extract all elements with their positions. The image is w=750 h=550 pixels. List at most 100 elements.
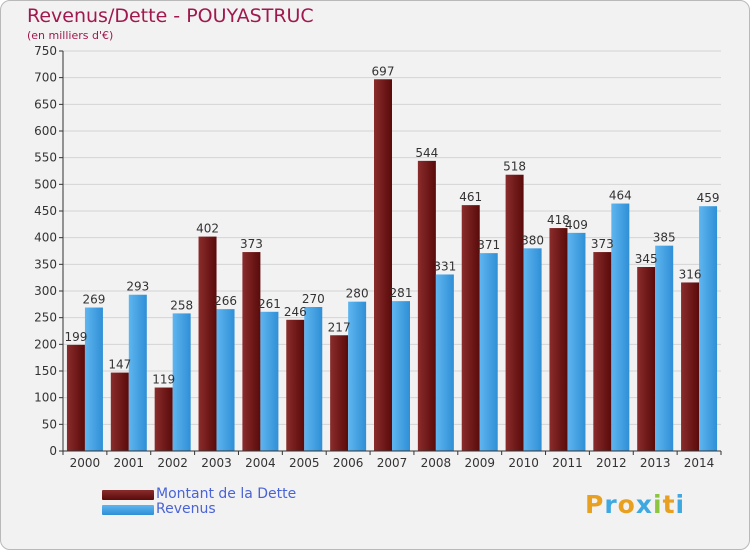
data-label-revenus: 371	[477, 238, 500, 252]
bar-dette	[110, 372, 129, 451]
y-tick-label: 250	[34, 311, 57, 325]
bar-dette	[330, 335, 349, 451]
legend-swatch-revenus	[102, 505, 154, 515]
y-tick-label: 0	[49, 444, 57, 458]
bar-revenus	[567, 232, 586, 451]
x-tick-label: 2004	[245, 456, 276, 470]
y-tick-label: 450	[34, 204, 57, 218]
bar-dette	[154, 387, 173, 451]
x-tick-label: 2007	[377, 456, 408, 470]
x-tick-label: 2003	[201, 456, 232, 470]
logo-letter: P	[585, 490, 605, 519]
x-tick-label: 2009	[464, 456, 495, 470]
data-label-dette: 402	[196, 222, 219, 236]
logo-letter: o	[617, 490, 636, 519]
x-tick-label: 2001	[114, 456, 145, 470]
data-label-revenus: 385	[653, 231, 676, 245]
logo-letter: t	[662, 490, 676, 519]
bar-dette	[374, 79, 392, 452]
data-label-revenus: 409	[565, 218, 588, 232]
bar-revenus	[523, 248, 542, 451]
y-tick-label: 500	[34, 177, 57, 191]
y-tick-label: 200	[34, 337, 57, 351]
chart-subtitle: (en milliers d'€)	[27, 29, 114, 42]
data-label-revenus: 459	[697, 191, 720, 205]
data-label-dette: 461	[459, 190, 482, 204]
data-label-revenus: 331	[433, 259, 456, 273]
x-tick-label: 2014	[684, 456, 715, 470]
data-label-revenus: 258	[170, 298, 193, 312]
y-tick-label: 150	[34, 364, 57, 378]
bar-revenus	[216, 309, 235, 451]
y-tick-label: 50	[42, 417, 57, 431]
x-tick-label: 2008	[421, 456, 452, 470]
x-tick-label: 2002	[157, 456, 188, 470]
logo-letter: r	[604, 490, 618, 519]
bar-dette	[198, 236, 217, 451]
data-label-dette: 373	[591, 237, 614, 251]
x-tick-label: 2006	[333, 456, 364, 470]
bar-dette	[461, 205, 480, 451]
x-tick-label: 2005	[289, 456, 320, 470]
y-tick-label: 600	[34, 124, 57, 138]
y-tick-label: 750	[34, 44, 57, 58]
legend-label-dette: Montant de la Dette	[156, 486, 297, 502]
logo-letter: i	[653, 490, 663, 519]
bar-revenus	[699, 206, 718, 451]
bars	[66, 79, 718, 452]
bar-revenus	[348, 301, 367, 451]
data-label-revenus: 280	[346, 287, 369, 301]
y-tick-label: 300	[34, 284, 57, 298]
bar-revenus	[435, 274, 454, 451]
y-tick-label: 700	[34, 71, 57, 85]
x-tick-label: 2013	[640, 456, 671, 470]
logo-letter: i	[675, 490, 686, 519]
bar-revenus	[172, 313, 191, 451]
data-label-dette: 697	[372, 64, 395, 78]
data-label-dette: 345	[635, 252, 658, 266]
data-label-revenus: 269	[82, 293, 105, 307]
data-label-dette: 316	[679, 267, 702, 281]
x-tick-label: 2000	[70, 456, 101, 470]
y-tick-label: 400	[34, 231, 57, 245]
legend-swatch-dette	[102, 490, 154, 500]
x-tick-label: 2010	[508, 456, 539, 470]
data-label-revenus: 380	[521, 233, 544, 247]
bar-revenus	[611, 203, 630, 451]
chart-title: Revenus/Dette - POUYASTRUC	[27, 5, 314, 27]
y-tick-label: 550	[34, 151, 57, 165]
bar-dette	[242, 252, 261, 451]
bar-revenus	[260, 311, 279, 451]
y-tick-label: 650	[34, 97, 57, 111]
x-tick-label: 2012	[596, 456, 627, 470]
bar-revenus	[392, 301, 410, 451]
y-tick-label: 350	[34, 257, 57, 271]
data-label-revenus: 281	[390, 286, 413, 300]
bar-revenus	[655, 245, 674, 451]
data-label-dette: 217	[328, 320, 351, 334]
data-label-revenus: 266	[214, 294, 237, 308]
data-label-revenus: 293	[126, 280, 149, 294]
data-label-dette: 246	[284, 305, 307, 319]
bar-dette	[637, 267, 656, 451]
bar-dette	[549, 228, 568, 451]
data-label-dette: 373	[240, 237, 263, 251]
x-tick-label: 2011	[552, 456, 583, 470]
proxiti-logo: Proxiti	[585, 490, 685, 519]
data-label-dette: 199	[64, 330, 87, 344]
data-label-dette: 418	[547, 213, 570, 227]
bar-dette	[593, 252, 612, 451]
logo-letter: x	[635, 490, 653, 519]
data-label-revenus: 261	[258, 297, 281, 311]
bar-dette	[286, 319, 305, 451]
data-label-dette: 544	[415, 146, 438, 160]
bar-dette	[66, 344, 85, 451]
bar-revenus	[84, 307, 103, 451]
data-label-revenus: 270	[302, 292, 325, 306]
bar-dette	[681, 282, 700, 451]
bar-dette	[417, 160, 436, 451]
data-label-revenus: 464	[609, 189, 632, 203]
data-label-dette: 518	[503, 160, 526, 174]
